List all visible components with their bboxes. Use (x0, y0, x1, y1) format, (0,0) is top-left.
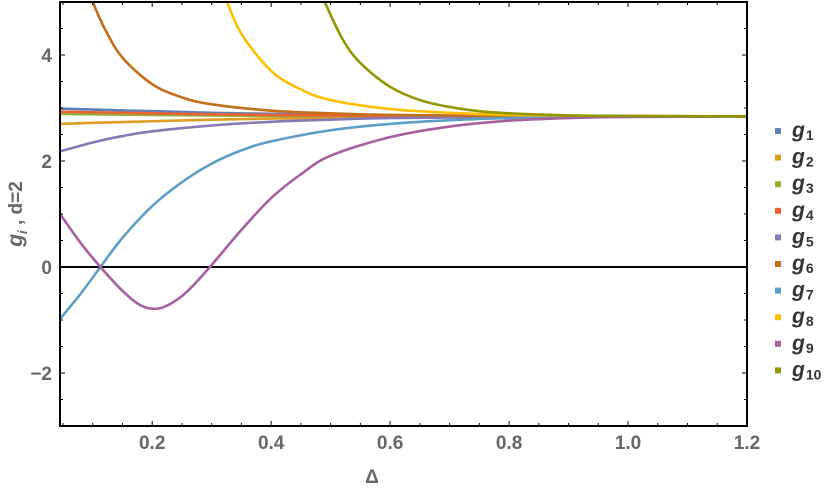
legend-item-g8: g8 (775, 305, 814, 329)
svg-text:gi , d=2: gi , d=2 (4, 181, 30, 248)
legend-label: g4 (791, 199, 814, 223)
legend-item-g4: g4 (775, 199, 814, 223)
legend-swatch (775, 181, 781, 188)
y-axis-title: gi , d=2 (4, 181, 30, 248)
series-g10-line (323, 2, 747, 118)
legend-swatch (775, 314, 781, 321)
x-axis-title: Δ (365, 467, 379, 488)
x-tick-label: 0.2 (139, 433, 165, 454)
y-tick-label: 0 (41, 258, 52, 279)
y-tick-label: 4 (41, 46, 52, 67)
legend-item-g6: g6 (775, 252, 814, 276)
x-tick-label: 0.4 (258, 433, 285, 454)
legend-swatch (775, 234, 781, 241)
legend-label: g2 (791, 146, 814, 170)
legend-item-g9: g9 (775, 332, 814, 356)
legend-swatch (775, 207, 781, 214)
legend-item-g10: g10 (775, 358, 822, 382)
legend-label: g1 (791, 119, 814, 143)
legend-label: g6 (791, 252, 814, 276)
legend-label: g5 (791, 225, 814, 249)
legend-swatch (775, 154, 781, 161)
series-g7-line (60, 115, 747, 320)
legend-swatch (775, 261, 781, 267)
y-tick-label: 2 (41, 152, 52, 173)
series-g9-line (60, 115, 747, 311)
y-tick-label: −2 (30, 364, 52, 385)
series-g8-line (225, 2, 747, 118)
legend-item-g1: g1 (775, 119, 814, 143)
y-axis: −2 0 2 4 (30, 1, 747, 427)
legend-item-g7: g7 (775, 279, 814, 303)
x-axis: 0.2 0.4 0.6 0.8 1.0 1.2 (62, 2, 760, 454)
legend-label: g8 (791, 305, 814, 329)
x-tick-label: 0.6 (377, 433, 403, 454)
legend-label: g7 (791, 279, 814, 303)
legend-item-g3: g3 (775, 172, 814, 196)
legend-swatch (775, 367, 781, 374)
series-layer (60, 2, 747, 320)
legend-swatch (775, 128, 781, 134)
legend-item-g5: g5 (775, 225, 814, 249)
legend-swatch (775, 340, 781, 347)
legend-label: g10 (791, 358, 822, 382)
x-tick-label: 0.8 (496, 433, 522, 454)
legend-label: g9 (791, 332, 814, 356)
legend-item-g2: g2 (775, 146, 814, 170)
x-tick-label: 1.2 (734, 433, 760, 454)
plot-frame (59, 1, 748, 427)
x-tick-label: 1.0 (615, 433, 641, 454)
legend-label: g3 (791, 172, 814, 196)
legend-swatch (775, 287, 781, 294)
